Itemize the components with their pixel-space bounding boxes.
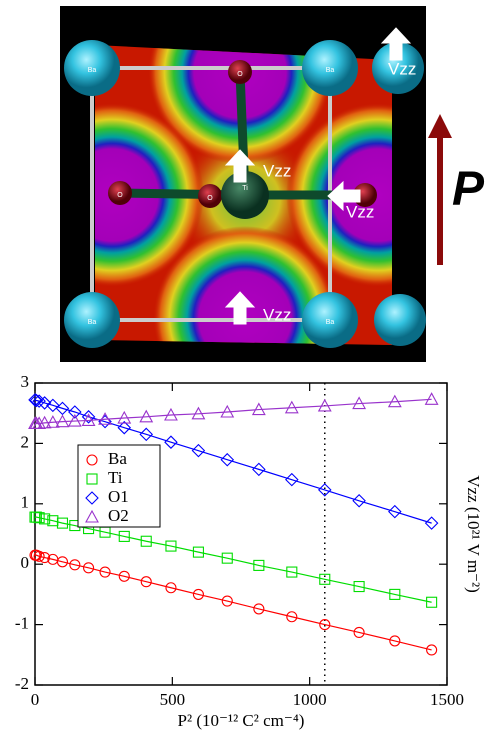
atom-label: Ba xyxy=(326,319,335,326)
plot-frame xyxy=(35,383,447,685)
vzz-label: Vzz xyxy=(346,202,374,221)
atom-label: O xyxy=(117,192,123,199)
data-point xyxy=(426,393,438,404)
figure: Ba Ba Ba Ba Ti O O O Vzz Vzz Vzz Vzz P 0… xyxy=(0,0,491,738)
x-axis-label: P² (10⁻¹² C² cm⁻⁴) xyxy=(178,711,305,730)
atom-label: O xyxy=(237,71,243,78)
series-line xyxy=(35,555,432,650)
y-tick-label: 3 xyxy=(21,372,30,391)
y-axis-label: Vzz (10²¹ V m⁻²) xyxy=(464,475,483,593)
legend-label: Ba xyxy=(108,449,127,468)
x-tick-label: 1000 xyxy=(293,690,327,709)
y-tick-label: -2 xyxy=(15,674,29,693)
x-tick-label: 0 xyxy=(31,690,40,709)
polarization-label: P xyxy=(452,163,485,216)
y-tick-label: 2 xyxy=(21,432,30,451)
atom-label: Ba xyxy=(88,67,97,74)
vzz-label: Vzz xyxy=(263,161,291,180)
y-tick-label: 0 xyxy=(21,553,30,572)
atom-label: O xyxy=(207,195,213,202)
legend-label: O2 xyxy=(108,506,129,525)
x-tick-label: 500 xyxy=(160,690,186,709)
structure-image: Ba Ba Ba Ba Ti O O O Vzz Vzz Vzz Vzz P xyxy=(20,0,485,410)
legend-label: Ti xyxy=(108,468,123,487)
vzz-label: Vzz xyxy=(263,305,291,324)
atom-label: Ti xyxy=(242,185,248,192)
plot: 0 500 1000 1500 -2 -1 0 1 2 3 P² (10⁻¹² C² cm⁻⁴) Vz… xyxy=(15,372,483,730)
vzz-label: Vzz xyxy=(388,59,416,78)
series-line xyxy=(35,517,432,602)
legend-label: O1 xyxy=(108,487,129,506)
x-tick-label: 1500 xyxy=(430,690,464,709)
series-line xyxy=(35,399,432,423)
atom-label: Ba xyxy=(88,319,97,326)
y-tick-label: -1 xyxy=(15,614,29,633)
y-tick-label: 1 xyxy=(21,493,30,512)
atom-label: Ba xyxy=(326,67,335,74)
